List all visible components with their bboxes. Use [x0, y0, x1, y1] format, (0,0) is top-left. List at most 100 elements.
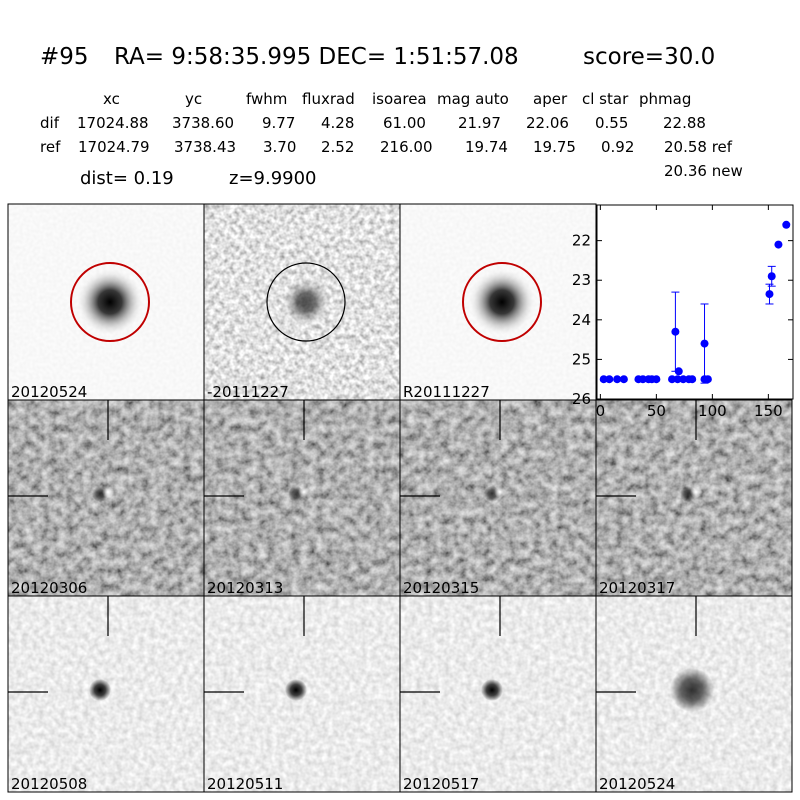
- table-cell: 22.06: [526, 114, 569, 132]
- table-cell: 9.77: [262, 114, 295, 132]
- data-point: [652, 375, 661, 384]
- source-blob: [280, 276, 332, 328]
- table-cell: 0.92: [601, 138, 634, 156]
- dist: dist= 0.19: [80, 168, 174, 189]
- source-bright: [298, 486, 310, 498]
- data-point: [774, 240, 783, 249]
- coordinates: RA= 9:58:35.995 DEC= 1:51:57.08: [114, 44, 519, 70]
- image-panel: 20120524: [7, 203, 205, 401]
- table-cell: 17024.79: [78, 138, 150, 156]
- column-header: fwhm: [246, 90, 287, 108]
- source-blob: [76, 268, 144, 336]
- column-header: mag auto: [437, 90, 509, 108]
- table-cell: 22.88: [663, 114, 706, 132]
- table-cell: 19.75: [533, 138, 576, 156]
- panel-border: [595, 595, 793, 793]
- image-panel: 20120517: [399, 595, 597, 793]
- source-dot: [670, 668, 714, 712]
- source-dot: [481, 679, 503, 701]
- row-label: ref: [40, 138, 61, 156]
- chart-background: [597, 205, 793, 399]
- phmag-new: 20.36 new: [664, 162, 743, 180]
- column-header: yc: [185, 90, 202, 108]
- column-header: fluxrad: [302, 90, 355, 108]
- image-panel: 20120317: [595, 399, 793, 597]
- table-cell: 0.55: [595, 114, 628, 132]
- panel-label: -20111227: [207, 383, 289, 401]
- table-cell: 21.97: [458, 114, 501, 132]
- aperture-circle: [70, 262, 150, 342]
- panel-label: 20120511: [207, 775, 283, 793]
- panel-label: 20120524: [11, 383, 87, 401]
- chart-frame: [596, 204, 794, 400]
- image-panel: 20120313: [203, 399, 401, 597]
- column-header: cl star: [582, 90, 629, 108]
- source-dot: [285, 679, 307, 701]
- x-tick-label: 0: [596, 402, 606, 420]
- data-point: [668, 375, 677, 384]
- image-panel: -20111227: [203, 203, 401, 401]
- table-cell: 17024.88: [77, 114, 149, 132]
- data-point: [613, 375, 622, 384]
- x-tick-label: 100: [698, 402, 727, 420]
- y-tick-label: 25: [572, 350, 591, 368]
- table-cell: 19.74: [465, 138, 508, 156]
- image-panel: 20120306: [7, 399, 205, 597]
- data-point: [700, 339, 709, 348]
- data-point: [619, 375, 628, 384]
- image-panel: 20120524: [595, 595, 793, 793]
- y-tick-label: 26: [572, 390, 591, 408]
- panel-label: 20120317: [599, 579, 675, 597]
- object-id: #95: [40, 44, 89, 70]
- image-panel: 20120508: [7, 595, 205, 793]
- plot-area: [599, 220, 791, 384]
- table-cell: 3.70: [263, 138, 296, 156]
- panel-label: 20120508: [11, 775, 87, 793]
- table-cell: 4.28: [321, 114, 354, 132]
- source-bright: [690, 486, 702, 498]
- data-point: [674, 367, 683, 376]
- column-header: isoarea: [372, 90, 427, 108]
- row-label: dif: [40, 114, 60, 132]
- image-panel: R20111227: [399, 203, 597, 401]
- data-point: [599, 375, 608, 384]
- data-point: [703, 375, 712, 384]
- panel-label: 20120313: [207, 579, 283, 597]
- data-point: [638, 375, 647, 384]
- x-tick-label: 150: [754, 402, 783, 420]
- y-tick-label: 22: [572, 232, 591, 250]
- table-cell: 20.58 ref: [664, 138, 733, 156]
- data-point: [671, 327, 680, 336]
- panel-label: 20120315: [403, 579, 479, 597]
- table-cell: 3738.60: [172, 114, 234, 132]
- data-point: [673, 375, 682, 384]
- source-dot: [89, 679, 111, 701]
- table-cell: 216.00: [380, 138, 433, 156]
- source-blob: [468, 268, 536, 336]
- data-point: [767, 272, 776, 281]
- y-tick-label: 23: [572, 271, 591, 289]
- aperture-circle: [462, 262, 542, 342]
- panel-label: R20111227: [403, 383, 490, 401]
- data-point: [605, 375, 614, 384]
- table-cell: 3738.43: [174, 138, 236, 156]
- column-header: phmag: [639, 90, 691, 108]
- data-point: [679, 375, 688, 384]
- column-header: xc: [103, 90, 120, 108]
- redshift: z=9.9900: [229, 168, 317, 189]
- image-panel: 20120511: [203, 595, 401, 793]
- source-bright: [494, 486, 506, 498]
- data-point: [688, 375, 697, 384]
- score: score=30.0: [583, 44, 715, 70]
- panel-label: 20120306: [11, 579, 87, 597]
- table-cell: 61.00: [383, 114, 426, 132]
- x-tick-label: 50: [647, 402, 666, 420]
- panel-label: 20120517: [403, 775, 479, 793]
- column-header: aper: [533, 90, 568, 108]
- source-bright: [102, 486, 114, 498]
- y-tick-label: 24: [572, 311, 591, 329]
- table-cell: 2.52: [321, 138, 354, 156]
- image-panel: 20120315: [399, 399, 597, 597]
- panel-label: 20120524: [599, 775, 675, 793]
